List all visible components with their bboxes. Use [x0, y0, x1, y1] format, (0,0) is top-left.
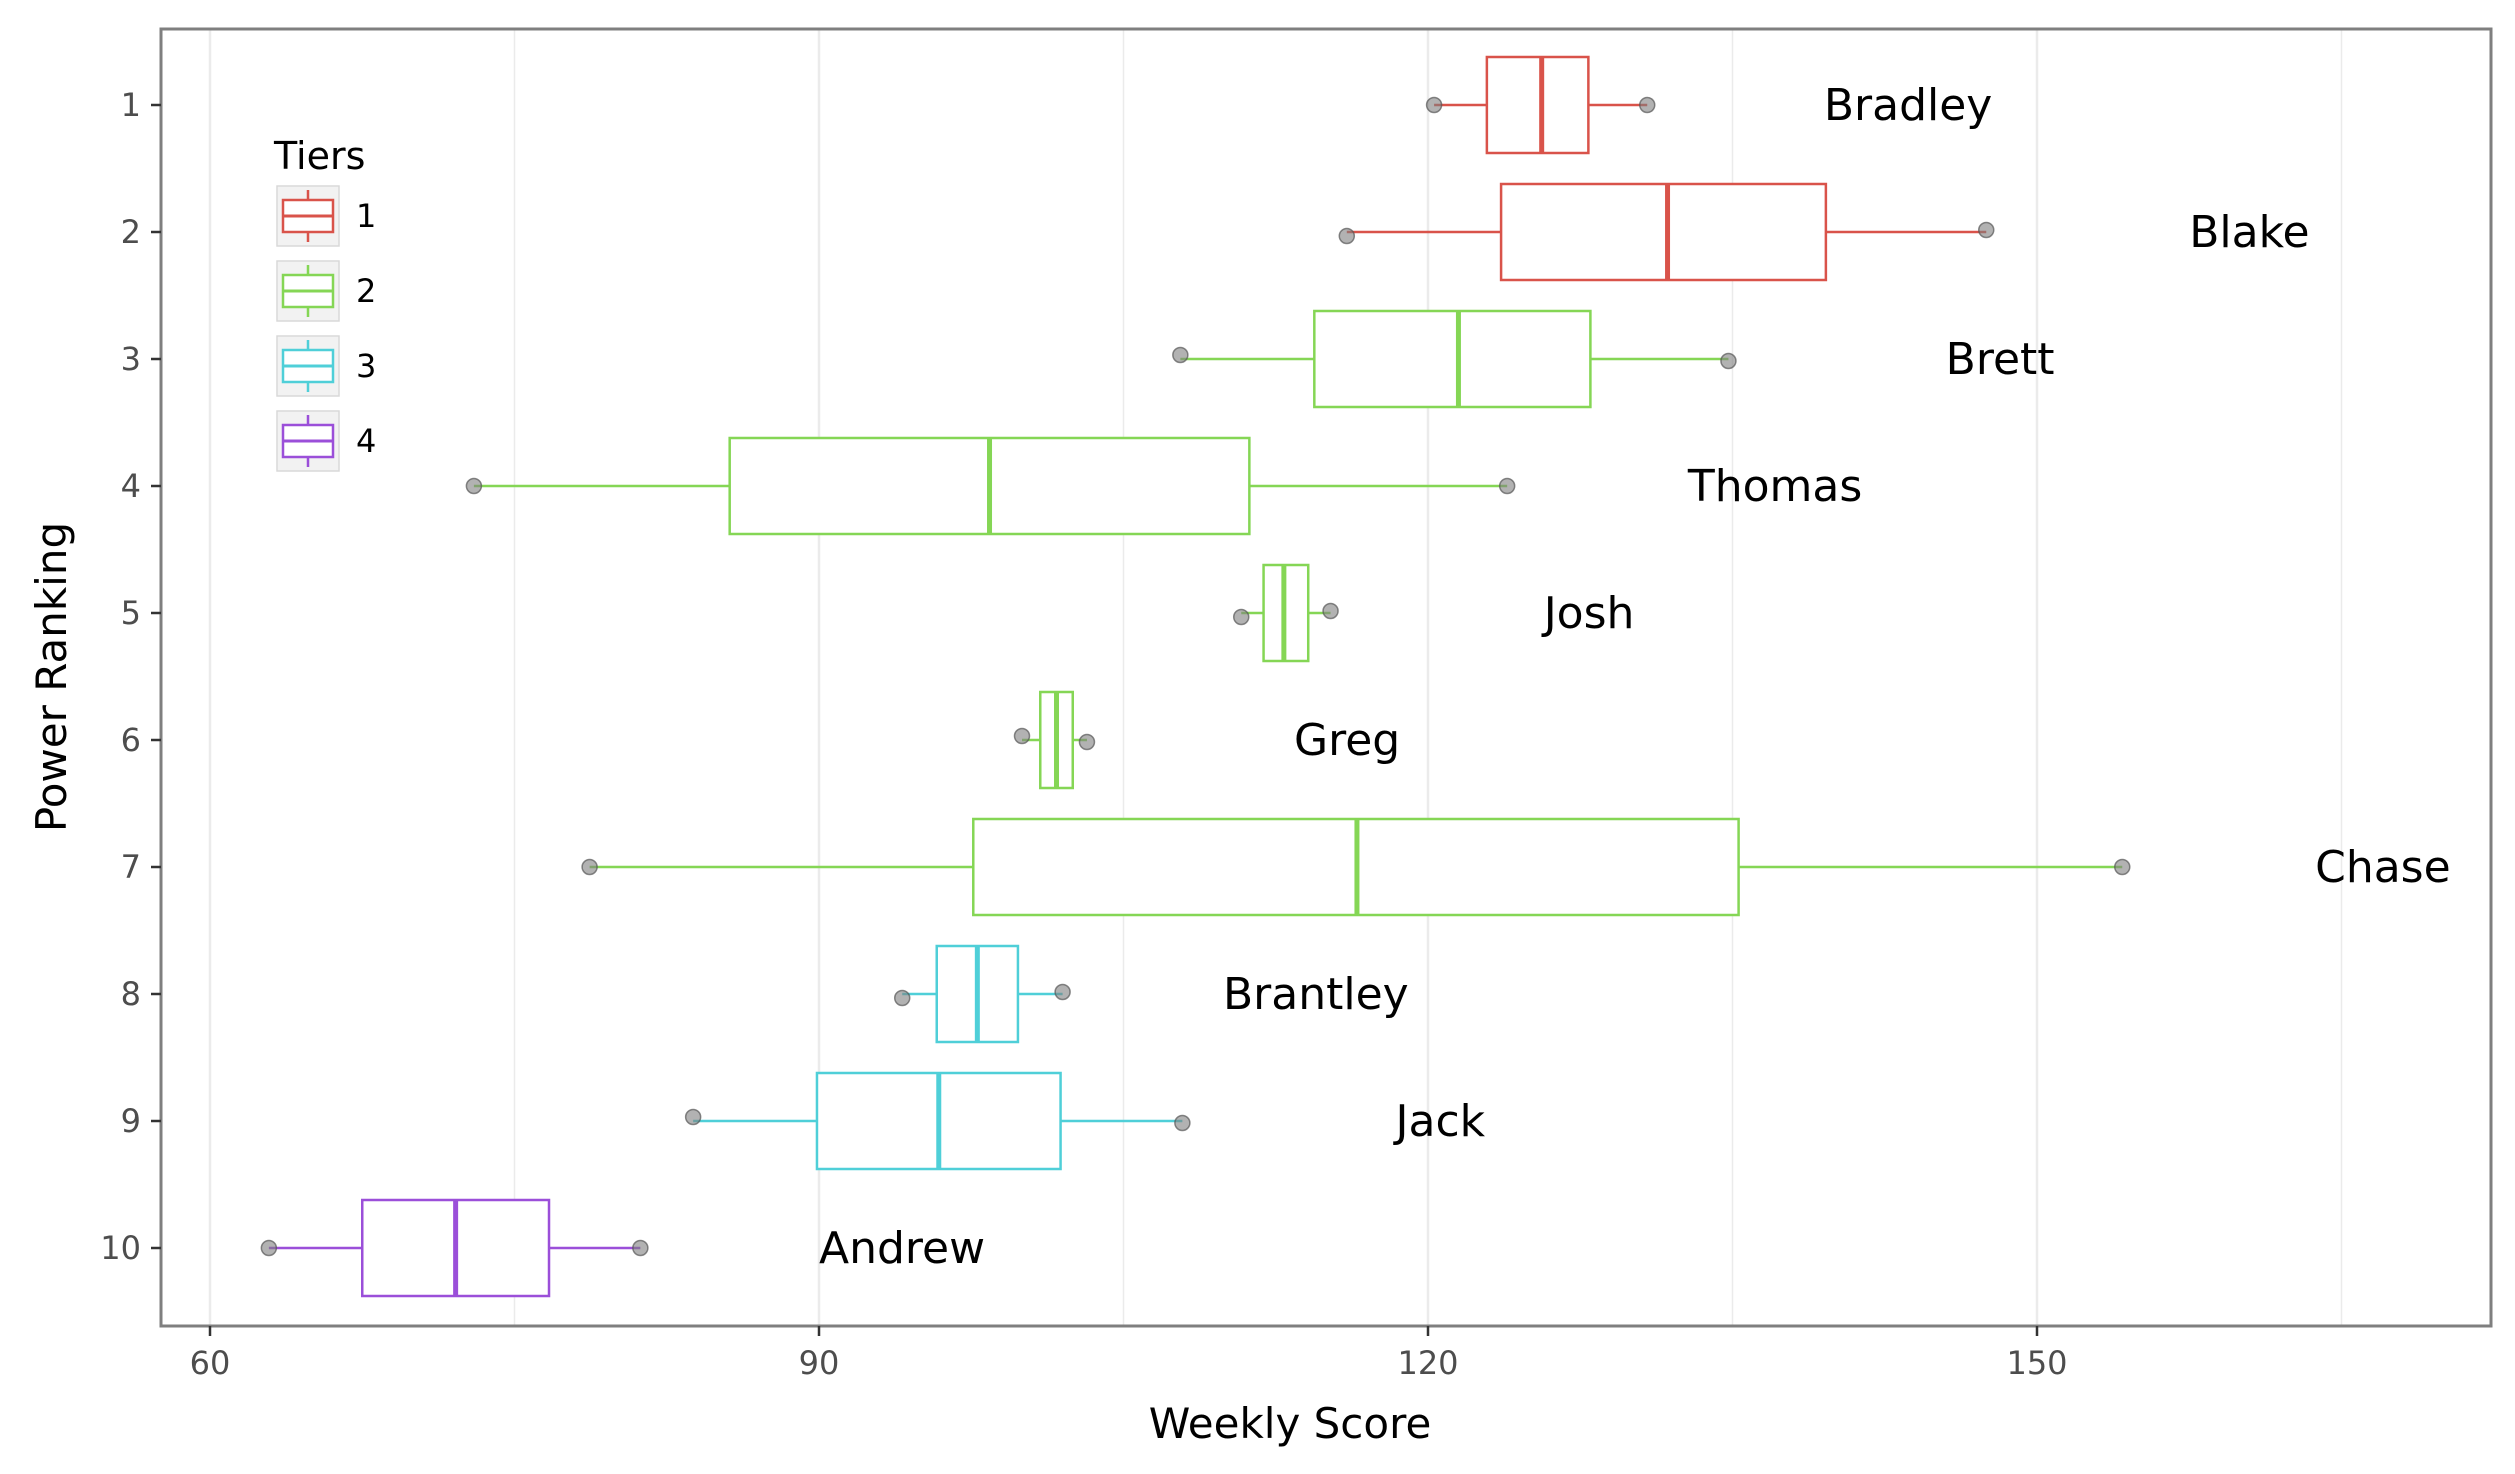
- outlier-point: [1232, 608, 1250, 626]
- outlier-point: [893, 989, 911, 1007]
- outlier-point: [1638, 96, 1656, 114]
- legend-title: Tiers: [273, 134, 365, 178]
- x-axis-title: Weekly Score: [1149, 1399, 1432, 1448]
- name-label-josh: Josh: [1541, 588, 1635, 639]
- box-brantley: [893, 944, 1071, 1044]
- box-josh: [1232, 563, 1339, 663]
- outlier-point: [465, 477, 483, 495]
- legend: Tiers 1 2 3 4: [273, 134, 376, 472]
- legend-label: 2: [356, 272, 376, 310]
- x-tick-label: 150: [2006, 1344, 2067, 1382]
- y-tick-label: 4: [121, 467, 141, 505]
- box-greg: [1013, 690, 1096, 790]
- x-tick-label: 60: [190, 1344, 231, 1382]
- name-label-greg: Greg: [1294, 715, 1400, 766]
- y-tick-label: 7: [121, 848, 141, 886]
- legend-entry-2: 2: [276, 260, 376, 322]
- y-tick-label: 10: [100, 1229, 141, 1267]
- box-brett: [1172, 309, 1737, 409]
- name-label-bradley: Bradley: [1824, 80, 1993, 131]
- legend-label: 3: [356, 347, 376, 385]
- x-tick-label: 90: [799, 1344, 840, 1382]
- legend-entry-1: 1: [276, 185, 376, 247]
- iqr-box: [1313, 309, 1592, 409]
- box-thomas: [465, 436, 1516, 536]
- outlier-point: [1174, 1114, 1191, 1132]
- legend-entry-3: 3: [276, 335, 376, 397]
- outlier-point: [1078, 733, 1096, 751]
- y-tick-label: 1: [121, 86, 141, 124]
- outlier-point: [1338, 227, 1356, 245]
- outlier-point: [1425, 96, 1443, 114]
- y-tick-label: 3: [121, 340, 141, 378]
- outlier-point: [632, 1239, 649, 1257]
- y-axis-title: Power Ranking: [27, 522, 76, 832]
- name-labels: Bradley Blake Brett Thomas Josh Greg Chase Bran…: [819, 80, 2451, 1274]
- outlier-point: [1978, 221, 1995, 239]
- name-label-chase: Chase: [2315, 842, 2451, 893]
- outlier-point: [260, 1239, 278, 1257]
- outlier-point: [1498, 477, 1516, 495]
- y-tick-label: 9: [121, 1102, 141, 1140]
- box-blake: [1338, 182, 1995, 282]
- outlier-point: [1322, 602, 1339, 620]
- box-layer: [260, 55, 2131, 1298]
- axes: 60 90 120 150 1 2 3 4 5 6 7 8 9 10: [100, 86, 2067, 1382]
- y-tick-label: 2: [121, 213, 141, 251]
- outlier-point: [2114, 858, 2131, 876]
- outlier-point: [1172, 346, 1189, 364]
- box-bradley: [1425, 55, 1656, 155]
- box-jack: [684, 1071, 1191, 1171]
- plot-panel: [161, 29, 2491, 1326]
- plot-border: [159, 27, 2493, 1328]
- y-tick-label: 8: [121, 975, 141, 1013]
- name-label-brett: Brett: [1946, 334, 2055, 385]
- name-label-blake: Blake: [2189, 207, 2309, 258]
- outlier-point: [581, 858, 598, 876]
- outlier-point: [1054, 983, 1071, 1001]
- x-tick-label: 120: [1397, 1344, 1458, 1382]
- outlier-point: [684, 1108, 702, 1126]
- y-tick-label: 6: [121, 721, 141, 759]
- outlier-point: [1720, 352, 1737, 370]
- name-label-andrew: Andrew: [819, 1223, 985, 1274]
- outlier-point: [1013, 727, 1031, 745]
- legend-entry-4: 4: [276, 410, 376, 472]
- name-label-jack: Jack: [1393, 1096, 1486, 1147]
- name-label-thomas: Thomas: [1687, 461, 1862, 512]
- iqr-box: [1485, 55, 1590, 155]
- iqr-box: [1499, 182, 1828, 282]
- name-label-brantley: Brantley: [1223, 969, 1409, 1020]
- legend-label: 4: [356, 422, 376, 460]
- box-chase: [581, 817, 2131, 917]
- box-andrew: [260, 1198, 649, 1298]
- legend-label: 1: [356, 197, 376, 235]
- y-tick-label: 5: [121, 594, 141, 632]
